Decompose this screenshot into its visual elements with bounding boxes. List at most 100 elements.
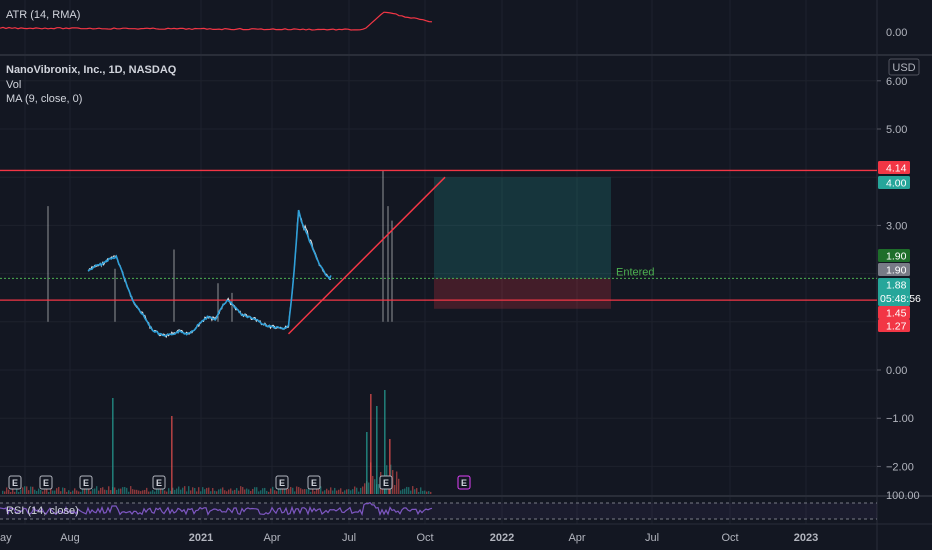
volume-bar (94, 488, 96, 494)
price-tag (878, 306, 910, 319)
volume-bar (326, 488, 328, 494)
rsi-band (0, 503, 877, 519)
volume-bar (122, 487, 124, 494)
volume-bar (86, 486, 88, 494)
earnings-marker (152, 475, 166, 490)
volume-bar (116, 489, 118, 494)
volume-bar (102, 487, 104, 494)
volume-spike (370, 394, 372, 494)
earnings-label: E (12, 478, 18, 488)
volume-bar (304, 489, 306, 494)
price-tag-countdown: 05:48:56 (880, 293, 921, 305)
horizontal-lines[interactable] (0, 169, 877, 301)
price-axis-tick: −1.00 (886, 413, 914, 425)
atr-legend: ATR (14, RMA) (6, 9, 80, 21)
volume-bar (374, 479, 376, 494)
volume-bar (364, 483, 366, 494)
price-tag (878, 176, 910, 189)
atr-pane[interactable]: ATR (14, RMA) 0.00 (0, 9, 907, 39)
time-axis-tick: Jul (342, 532, 356, 544)
volume-bar (232, 490, 234, 494)
earnings-label: E (156, 478, 162, 488)
volume-spike (376, 406, 378, 494)
volume-bar (278, 488, 280, 494)
volume-bar (322, 491, 324, 494)
volume-bar (90, 491, 92, 494)
earnings-label: E (461, 478, 467, 488)
price-tag (878, 278, 910, 306)
atr-axis-tick: 0.00 (886, 27, 907, 39)
price-tag-value: 4.00 (886, 178, 907, 190)
volume-bar (24, 486, 26, 494)
volume-bar (342, 491, 344, 494)
volume-bar (220, 488, 222, 494)
volume-bar (412, 486, 414, 494)
volume-bar (344, 490, 346, 494)
volume-bar (16, 489, 18, 494)
price-tag (878, 319, 910, 332)
time-axis-tick: Oct (721, 532, 738, 544)
volume-bar (132, 489, 134, 494)
volume-bar (56, 488, 58, 494)
volume-bar (44, 489, 46, 494)
price-axis-tick: 0.00 (886, 365, 907, 377)
volume-bar (150, 491, 152, 494)
rsi-axis-tick: 100.00 (886, 490, 920, 502)
vol-legend: Vol (6, 79, 21, 91)
volume-bar (244, 489, 246, 494)
volume-bar (48, 491, 50, 494)
volume-bar (290, 486, 292, 494)
volume-bar (204, 489, 206, 494)
currency-badge[interactable]: USD (888, 58, 920, 76)
volume-bar (188, 486, 190, 494)
volume-bar (218, 489, 220, 494)
volume-bar (156, 486, 158, 494)
volume-bar (252, 488, 254, 494)
volume-bar (176, 488, 178, 494)
price-axis-tick: 3.00 (886, 220, 907, 232)
volume-bar (352, 489, 354, 494)
volume-bar (38, 488, 40, 494)
volume-bar (424, 490, 426, 494)
grid-lines (0, 0, 877, 524)
volume-bar (96, 486, 98, 494)
volume-bar (358, 491, 360, 494)
trend-line[interactable] (287, 176, 446, 335)
volume-bar (182, 487, 184, 494)
volume-bar (78, 491, 80, 494)
volume-bar (308, 487, 310, 494)
volume-bar (138, 490, 140, 494)
volume-bar (28, 490, 30, 494)
chart-title: NanoVibronix, Inc., 1D, NASDAQ (6, 64, 177, 76)
volume-bar (292, 487, 294, 494)
volume-bar (30, 486, 32, 494)
volume-bar (250, 490, 252, 494)
volume-bar (82, 487, 84, 494)
volume-bar (166, 491, 168, 494)
volume-bar (194, 488, 196, 494)
volume-bar (192, 487, 194, 494)
earnings-marker (79, 475, 93, 490)
volume-bar (226, 491, 228, 494)
volume-bar (104, 489, 106, 494)
volume-bar (276, 491, 278, 494)
price-tag-value: 4.14 (886, 163, 907, 175)
volume-bar (110, 490, 112, 494)
volume-bar (142, 490, 144, 494)
price-tag-value: 1.90 (886, 251, 907, 263)
rsi-pane[interactable]: RSI (14, close) 100.00 (0, 490, 920, 520)
volume-bar (254, 487, 256, 494)
time-axis[interactable]: ay Aug 2021 Apr Jul Oct 2022 Apr Jul Oct 2023 (0, 532, 818, 544)
volume-bar (420, 487, 422, 494)
price-axis[interactable]: 6.00 5.00 3.00 0.00 −1.00 −2.00 (877, 76, 914, 474)
volume-bar (396, 471, 398, 494)
volume-bar (108, 486, 110, 494)
volume-bar (320, 486, 322, 494)
long-position-tool[interactable]: Entered (0, 177, 877, 309)
volume-bar (336, 490, 338, 494)
volume-bar (318, 489, 320, 494)
time-axis-tick: Aug (60, 532, 80, 544)
